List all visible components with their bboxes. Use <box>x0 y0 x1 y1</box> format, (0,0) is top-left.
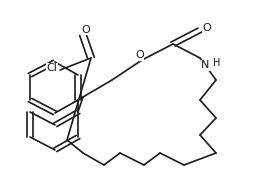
Text: Cl: Cl <box>47 63 58 73</box>
Text: O: O <box>81 25 90 35</box>
Text: N: N <box>201 60 209 70</box>
Text: O: O <box>135 50 144 60</box>
Text: O: O <box>202 23 211 33</box>
Text: H: H <box>214 58 221 68</box>
